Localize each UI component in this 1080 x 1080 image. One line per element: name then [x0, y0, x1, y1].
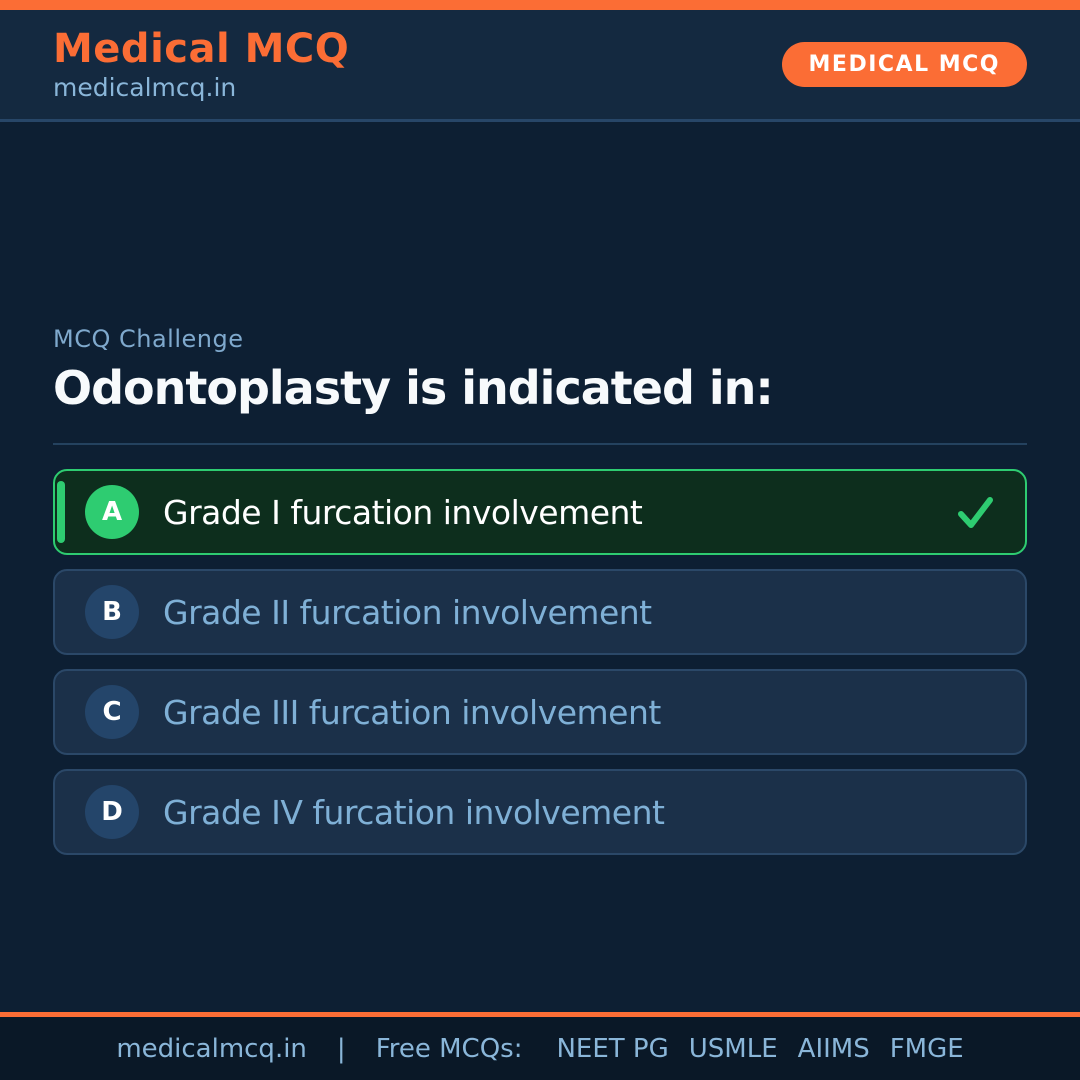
- check-icon: [958, 497, 993, 528]
- footer-exam-fmge: FMGE: [889, 1033, 964, 1064]
- footer-exam-aiims: AIIMS: [797, 1033, 870, 1064]
- option-text: Grade III furcation involvement: [163, 692, 661, 732]
- option-b[interactable]: B Grade II furcation involvement: [53, 569, 1027, 655]
- option-c[interactable]: C Grade III furcation involvement: [53, 669, 1027, 755]
- brand-site-url: medicalmcq.in: [53, 73, 237, 102]
- option-letter-badge: C: [85, 685, 139, 739]
- brand-title: Medical MCQ: [53, 26, 350, 72]
- option-letter-badge: A: [85, 485, 139, 539]
- footer-separator: |: [336, 1033, 346, 1064]
- footer: medicalmcq.in | Free MCQs: NEET PG USMLE…: [0, 1012, 1080, 1080]
- option-a[interactable]: A Grade I furcation involvement: [53, 469, 1027, 555]
- brand-badge: MEDICAL MCQ: [781, 42, 1027, 87]
- correct-accent-bar: [57, 481, 65, 543]
- header: Medical MCQ medicalmcq.in MEDICAL MCQ: [0, 10, 1080, 122]
- footer-exam-usmle: USMLE: [688, 1033, 778, 1064]
- divider: [53, 443, 1027, 445]
- footer-bar: medicalmcq.in | Free MCQs: NEET PG USMLE…: [0, 1017, 1080, 1080]
- option-text: Grade IV furcation involvement: [163, 792, 665, 832]
- options-list: A Grade I furcation involvement B Grade …: [53, 469, 1027, 855]
- question-title: Odontoplasty is indicated in:: [53, 361, 774, 415]
- option-letter-badge: B: [85, 585, 139, 639]
- option-text: Grade II furcation involvement: [163, 592, 652, 632]
- question-eyebrow: MCQ Challenge: [53, 325, 244, 353]
- option-d[interactable]: D Grade IV furcation involvement: [53, 769, 1027, 855]
- option-text: Grade I furcation involvement: [163, 492, 643, 532]
- top-accent-strip: [0, 0, 1080, 10]
- footer-label: Free MCQs:: [375, 1033, 523, 1064]
- brand-block: Medical MCQ medicalmcq.in: [53, 27, 349, 102]
- footer-accent-line: [0, 1012, 1080, 1017]
- option-letter-badge: D: [85, 785, 139, 839]
- footer-exam-neetpg: NEET PG: [556, 1033, 669, 1064]
- footer-site-url: medicalmcq.in: [116, 1033, 307, 1064]
- main-content: MCQ Challenge Odontoplasty is indicated …: [0, 325, 1080, 855]
